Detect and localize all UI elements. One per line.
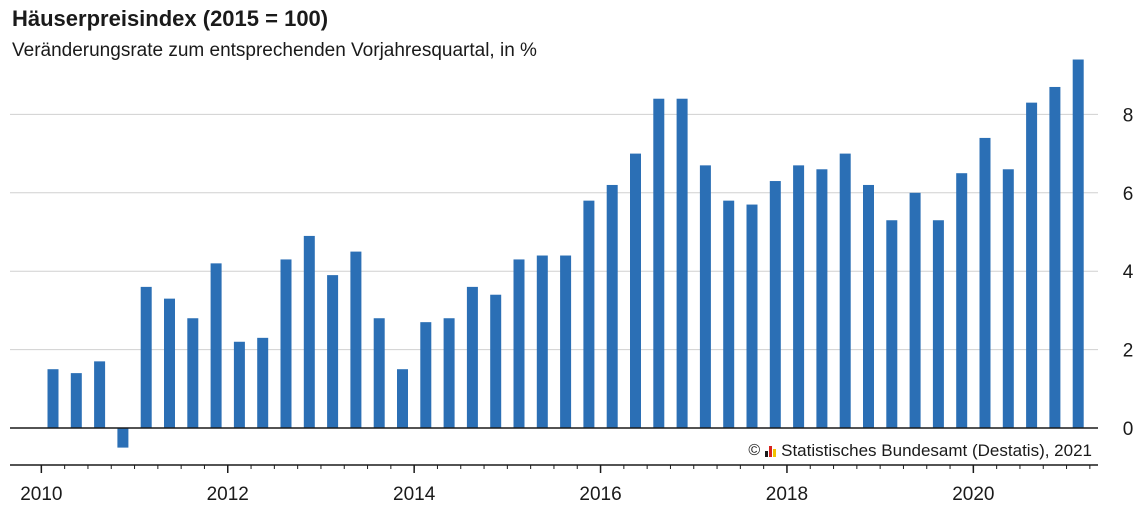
chart-title: Häuserpreisindex (2015 = 100) xyxy=(12,6,329,31)
bar xyxy=(979,137,991,429)
bar xyxy=(699,165,711,429)
x-tick-label: 2020 xyxy=(952,484,994,505)
y-tick-labels: 0 2 4 6 8 xyxy=(1123,105,1134,440)
bar xyxy=(839,153,851,428)
source-credit: © Statistisches Bundesamt (Destatis), 20… xyxy=(746,441,1094,461)
bar xyxy=(233,341,245,428)
bar xyxy=(280,259,292,428)
bar xyxy=(886,220,898,428)
bar xyxy=(420,322,432,428)
y-tick-label: 2 xyxy=(1123,341,1134,362)
bar xyxy=(164,298,175,428)
bar xyxy=(257,337,269,428)
bar xyxy=(793,165,805,429)
bar xyxy=(723,200,735,428)
y-tick-label: 0 xyxy=(1123,419,1134,440)
x-tick-label: 2014 xyxy=(393,484,436,505)
bar xyxy=(466,286,478,428)
x-tick-label: 2018 xyxy=(766,484,808,505)
bar xyxy=(583,200,595,428)
destatis-logo-icon xyxy=(765,445,777,457)
bar xyxy=(769,181,781,428)
bar xyxy=(443,318,455,428)
bar xyxy=(117,428,129,448)
bar xyxy=(70,373,82,428)
bar xyxy=(350,251,362,428)
bar xyxy=(327,275,339,428)
bar xyxy=(630,153,641,428)
bar xyxy=(490,294,502,428)
bar xyxy=(397,369,408,428)
bar xyxy=(373,318,385,428)
chart-subtitle: Veränderungsrate zum entsprechenden Vorj… xyxy=(12,40,537,61)
x-tick-labels: 2010 2012 2014 2016 2018 2020 xyxy=(20,484,994,505)
bar xyxy=(676,98,688,428)
bar xyxy=(47,369,59,428)
bar xyxy=(303,235,315,428)
bar xyxy=(1049,86,1061,429)
bar xyxy=(536,255,548,428)
y-tick-label: 6 xyxy=(1123,184,1134,205)
bar xyxy=(863,184,874,428)
bar xyxy=(187,318,199,428)
bar xyxy=(1026,102,1038,428)
x-tick-label: 2012 xyxy=(207,484,249,505)
bar xyxy=(746,204,758,428)
copyright-symbol: © xyxy=(748,442,761,459)
bar xyxy=(956,173,968,428)
bar xyxy=(560,255,572,428)
bar xyxy=(816,169,828,428)
bar-series xyxy=(47,59,1084,448)
bar xyxy=(513,259,525,428)
bar xyxy=(210,263,222,428)
bar xyxy=(932,220,944,428)
bar xyxy=(606,184,618,428)
bar xyxy=(1002,169,1014,428)
axes xyxy=(10,427,1098,473)
y-tick-label: 8 xyxy=(1123,105,1134,126)
bar xyxy=(909,192,921,428)
x-tick-label: 2016 xyxy=(579,484,621,505)
bar xyxy=(653,98,665,428)
bar xyxy=(1072,59,1084,429)
bar xyxy=(140,286,152,428)
y-tick-label: 4 xyxy=(1123,262,1134,283)
x-tick-label: 2010 xyxy=(20,484,62,505)
bar xyxy=(94,361,106,428)
source-text: Statistisches Bundesamt (Destatis), 2021 xyxy=(781,441,1092,460)
